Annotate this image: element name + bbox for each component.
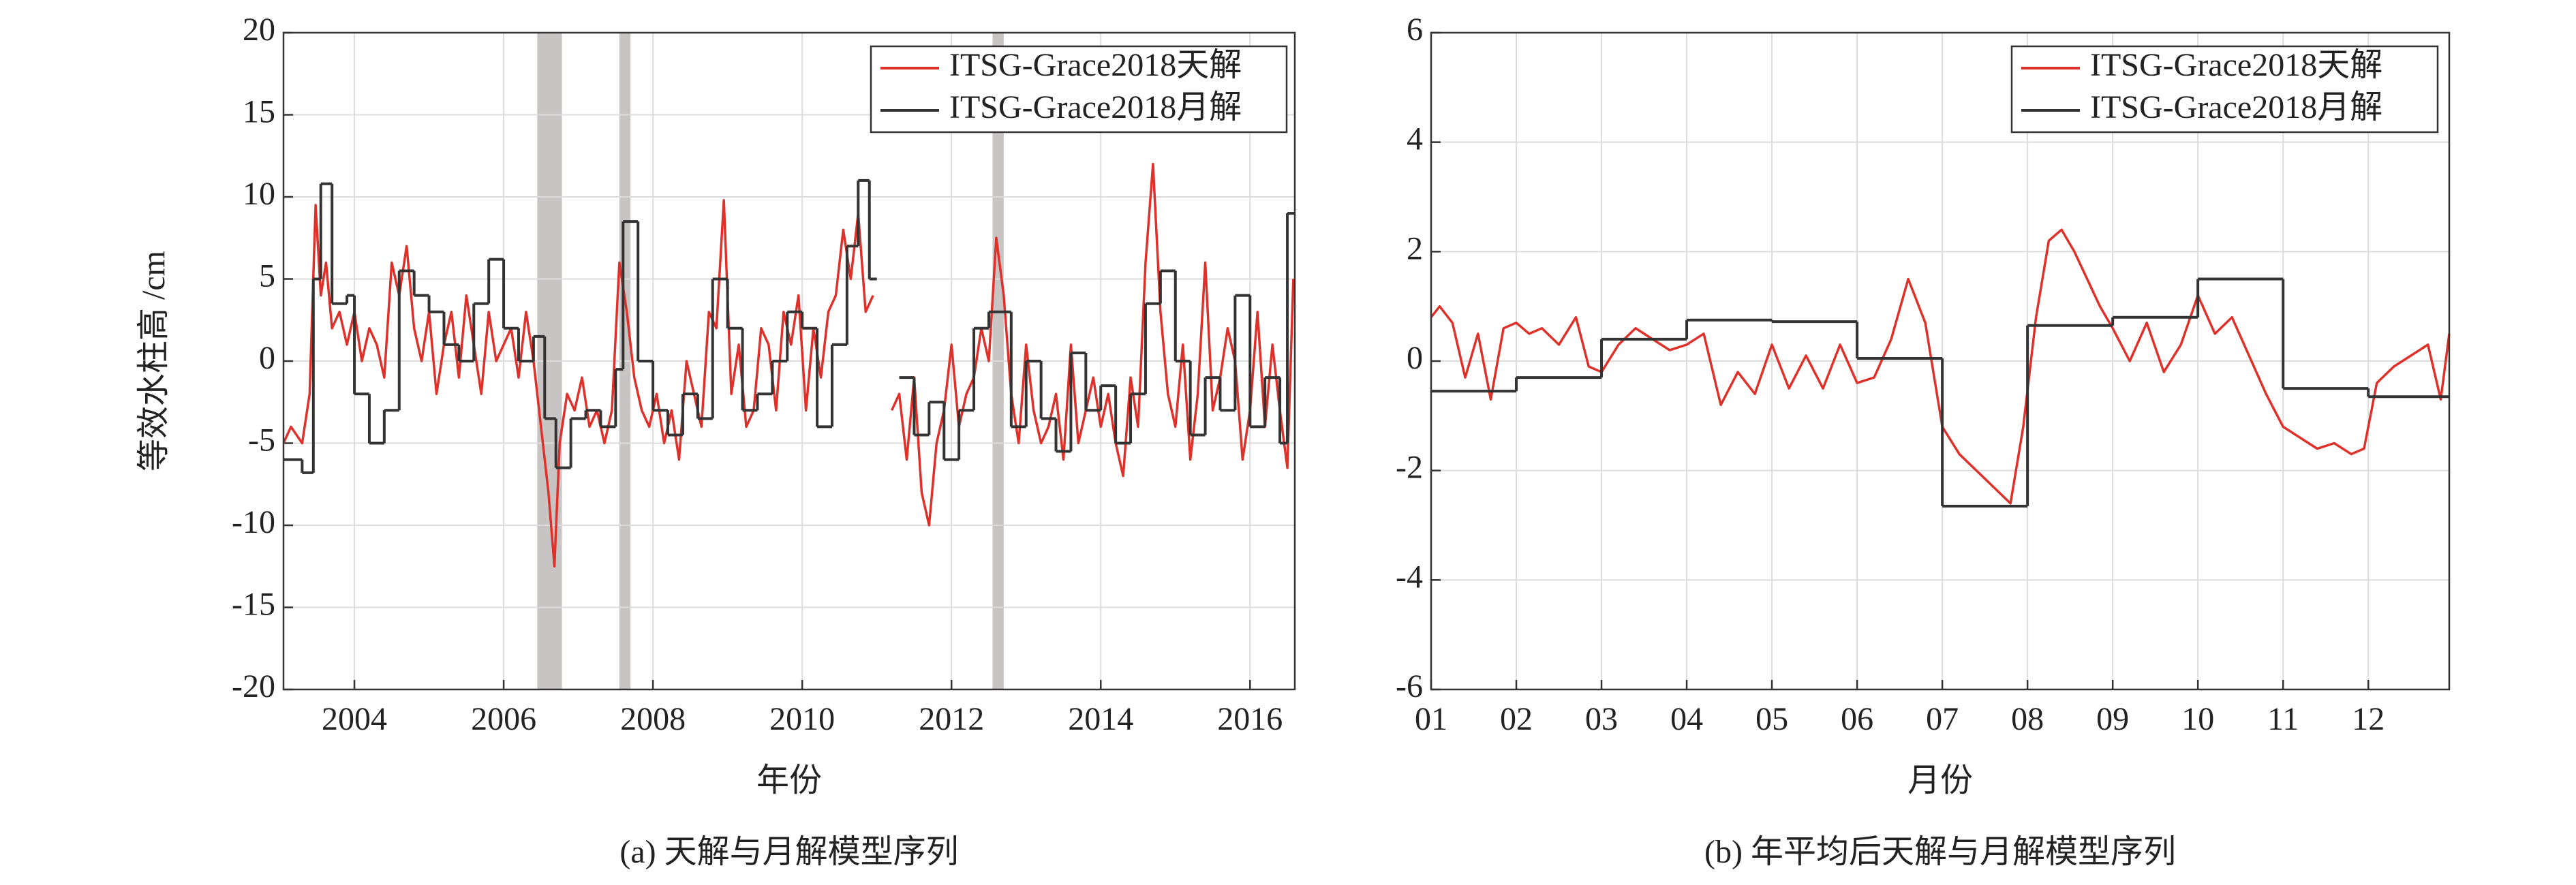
legend-label: ITSG-Grace2018天解 [949, 47, 1242, 83]
x-tick-label: 02 [1500, 701, 1533, 737]
x-tick-label: 2008 [620, 701, 686, 737]
legend-label: ITSG-Grace2018天解 [2090, 47, 2382, 83]
x-axis-label: 年份 [756, 762, 822, 798]
y-tick-label: 20 [243, 12, 275, 48]
x-tick-label: 2012 [919, 701, 984, 737]
x-tick-label: 05 [1755, 701, 1788, 737]
legend-label: ITSG-Grace2018月解 [949, 89, 1242, 125]
y-tick-label: 4 [1407, 121, 1423, 157]
legend-box [2010, 45, 2439, 134]
x-tick-label: 11 [2267, 701, 2299, 737]
x-tick-label: 2004 [322, 701, 387, 737]
y-tick-label: -2 [1396, 450, 1423, 486]
x-tick-label: 03 [1585, 701, 1618, 737]
y-tick-label: -5 [248, 422, 275, 459]
x-tick-label: 09 [2096, 701, 2129, 737]
y-tick-label: 0 [259, 340, 275, 376]
x-tick-label: 2016 [1217, 701, 1283, 737]
x-tick-label: 2010 [769, 701, 835, 737]
legend-label: ITSG-Grace2018月解 [2090, 89, 2382, 125]
x-tick-label: 06 [1841, 701, 1873, 737]
y-tick-label: -15 [232, 587, 275, 623]
legend-box [870, 45, 1288, 134]
y-tick-label: 2 [1407, 230, 1423, 266]
x-tick-label: 10 [2181, 701, 2214, 737]
plot-frame [1430, 31, 2451, 691]
plot-frame [282, 31, 1296, 691]
y-axis-label: 等效水柱高 /cm [136, 251, 172, 471]
x-tick-label: 04 [1670, 701, 1703, 737]
caption: (b) 年平均后天解与月解模型序列 [1704, 834, 2176, 870]
x-tick-label: 2006 [471, 701, 536, 737]
x-tick-label: 12 [2352, 701, 2385, 737]
y-tick-label: 6 [1407, 12, 1423, 48]
y-tick-label: -4 [1396, 559, 1423, 595]
caption: (a) 天解与月解模型序列 [619, 834, 958, 870]
x-tick-label: 01 [1415, 701, 1447, 737]
y-tick-label: 15 [243, 94, 275, 130]
x-tick-label: 07 [1926, 701, 1959, 737]
y-tick-label: 10 [243, 176, 275, 212]
y-tick-label: 0 [1407, 340, 1423, 376]
x-tick-label: 2014 [1068, 701, 1133, 737]
x-tick-label: 08 [2011, 701, 2044, 737]
x-axis-label: 月份 [1907, 762, 1973, 798]
y-tick-label: -6 [1396, 668, 1423, 704]
y-tick-label: -20 [232, 668, 275, 704]
y-tick-label: 5 [259, 258, 275, 294]
y-tick-label: -10 [232, 504, 275, 540]
